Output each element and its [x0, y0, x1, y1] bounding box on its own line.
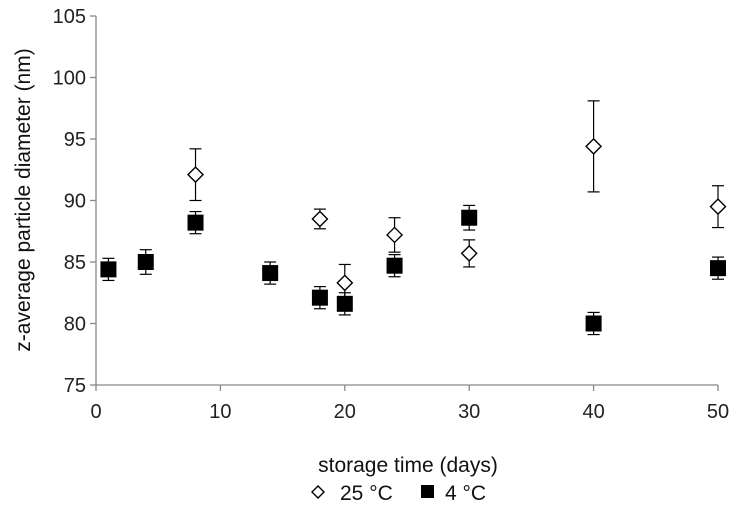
data-point-4c [336, 295, 353, 312]
data-marks [100, 100, 727, 336]
legend-label-25c: 25 °C [340, 482, 393, 505]
data-point-25c [460, 244, 478, 262]
data-point-25c [311, 210, 329, 228]
x-tick-label: 0 [90, 401, 101, 423]
y-axis-label: z-average particle diameter (nm) [12, 48, 35, 351]
data-point-25c [386, 226, 404, 244]
legend-marker-25c [311, 485, 325, 499]
legend-marker-4c [421, 485, 434, 498]
data-point-25c [709, 198, 727, 216]
data-point-4c [137, 254, 154, 270]
data-point-25c [187, 166, 205, 184]
data-point-4c [710, 260, 726, 277]
data-point-4c [262, 265, 279, 282]
data-point-4c [187, 214, 204, 231]
y-tick-label: 85 [64, 252, 86, 274]
y-tick-label: 95 [64, 129, 86, 151]
y-tick-label: 105 [53, 6, 86, 28]
x-tick-label: 40 [582, 401, 604, 423]
data-point-25c [585, 137, 603, 155]
legend: 25 °C 4 °C [311, 482, 486, 505]
y-tick-label: 75 [64, 375, 86, 397]
x-tick-label: 20 [334, 401, 356, 423]
x-tick-label: 30 [458, 401, 480, 423]
data-point-4c [585, 315, 602, 332]
data-point-4c [461, 209, 478, 226]
data-point-4c [100, 261, 117, 278]
y-tick-label: 90 [64, 191, 86, 213]
axes [90, 15, 719, 391]
tick-labels: 75 80 85 90 95 100 105 0 10 20 30 40 50 [53, 6, 730, 423]
y-tick-label: 80 [64, 314, 86, 336]
legend-label-4c: 4 °C [445, 482, 486, 505]
data-point-25c [336, 274, 354, 292]
x-tick-label: 10 [209, 401, 231, 423]
y-tick-label: 100 [53, 68, 86, 90]
x-tick-label: 50 [707, 401, 729, 423]
data-point-4c [311, 289, 328, 306]
data-point-4c [386, 257, 403, 274]
x-axis-label: storage time (days) [318, 454, 498, 477]
